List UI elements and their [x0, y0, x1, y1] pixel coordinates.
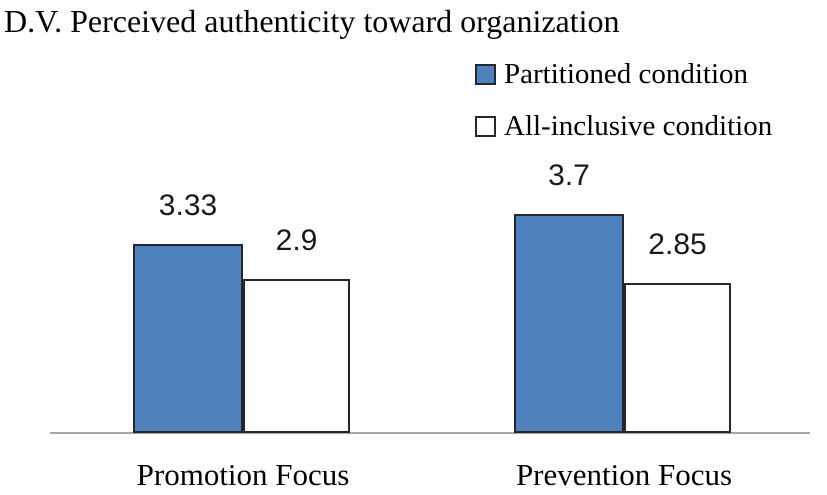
- legend: Partitioned condition All-inclusive cond…: [475, 56, 772, 145]
- bar-all-inclusive-promotion: [243, 279, 350, 433]
- all-inclusive-swatch-icon: [475, 116, 496, 137]
- legend-label-all-inclusive: All-inclusive condition: [504, 110, 773, 142]
- x-axis-line: [50, 432, 810, 434]
- bar-partitioned-prevention: [514, 214, 624, 433]
- x-axis-label-promotion: Promotion Focus: [136, 457, 350, 492]
- partitioned-swatch-icon: [475, 64, 496, 85]
- bar-value-label-all-inclusive-prevention: 2.85: [648, 228, 707, 261]
- legend-item-partitioned: Partitioned condition: [475, 56, 772, 93]
- chart-title: D.V. Perceived authenticity toward organ…: [4, 3, 620, 39]
- bar-all-inclusive-prevention: [624, 283, 731, 433]
- x-axis-label-prevention: Prevention Focus: [515, 457, 733, 492]
- bar-value-label-all-inclusive-promotion: 2.9: [275, 224, 318, 257]
- bar-partitioned-promotion: [133, 244, 243, 433]
- bar-value-label-partitioned-prevention: 3.7: [548, 159, 590, 192]
- legend-item-all-inclusive: All-inclusive condition: [475, 108, 772, 145]
- bar-value-label-partitioned-promotion: 3.33: [158, 189, 218, 222]
- legend-label-partitioned: Partitioned condition: [504, 58, 749, 90]
